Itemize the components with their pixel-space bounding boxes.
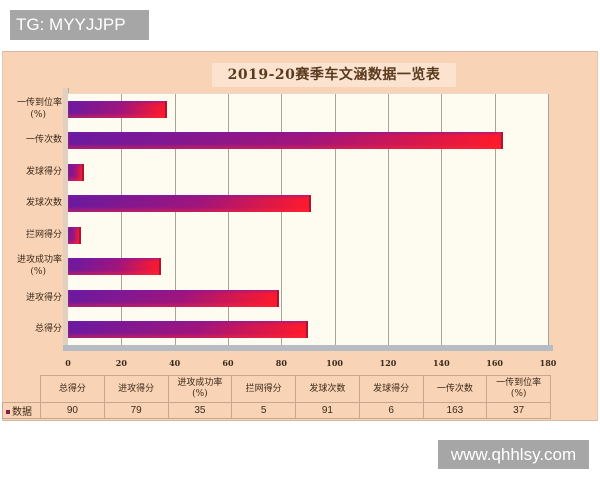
category-label: 一传次数 xyxy=(0,134,62,146)
data-table-header-row: 总得分 进攻得分 进攻成功率 (%) 拦网得分 发球次数 发球得分 一传次数 一传到位率 (%) xyxy=(2,375,551,403)
category-label-line1: 一传次数 xyxy=(25,135,62,146)
category-label-line2: (%) xyxy=(30,109,46,120)
data-table-header-cell: 拦网得分 xyxy=(231,375,296,403)
header-line1: 进攻得分 xyxy=(118,383,155,394)
header-line1: 总得分 xyxy=(58,383,86,394)
x-tick-label: 180 xyxy=(539,358,557,368)
data-table-value-cell: 91 xyxy=(295,402,360,419)
bar xyxy=(68,100,167,118)
legend-label: 数据 xyxy=(12,407,32,418)
category-label: 进攻成功率 (%) xyxy=(0,254,62,278)
x-tick-label: 60 xyxy=(222,358,234,368)
bar xyxy=(68,195,311,213)
category-label-line1: 进攻成功率 xyxy=(16,255,62,266)
watermark-bottom: www.qhhlsy.com xyxy=(438,440,589,469)
header-line1: 一传次数 xyxy=(436,383,473,394)
bar xyxy=(68,258,162,276)
watermark-top: TG: MYYJJPP xyxy=(10,10,149,40)
data-table-value-cell: 79 xyxy=(103,402,169,419)
category-label: 发球次数 xyxy=(0,197,62,209)
gridline xyxy=(121,94,123,346)
category-label-line1: 总得分 xyxy=(34,324,62,335)
chart-title: 2019-20赛季车文涵数据一览表 xyxy=(212,63,456,87)
category-label: 总得分 xyxy=(0,323,62,335)
data-table-value-cell: 5 xyxy=(231,402,296,419)
data-table-value-cell: 35 xyxy=(167,402,233,419)
data-table: 总得分 进攻得分 进攻成功率 (%) 拦网得分 发球次数 发球得分 一传次数 一传到位率 (%) … xyxy=(2,375,551,419)
category-label: 一传到位率 (%) xyxy=(0,97,62,121)
category-label-line1: 拦网得分 xyxy=(25,229,62,240)
header-line1: 一传到位率 xyxy=(496,378,542,388)
data-table-value-cell: 163 xyxy=(422,402,488,419)
legend-key-icon xyxy=(6,410,10,415)
gridline xyxy=(174,94,176,346)
data-table-value-cell: 37 xyxy=(486,402,551,419)
category-label: 发球得分 xyxy=(0,166,62,178)
category-label-line2: (%) xyxy=(30,267,46,278)
data-table-value-cell: 6 xyxy=(358,402,424,419)
category-label: 拦网得分 xyxy=(0,229,62,241)
header-line1: 发球得分 xyxy=(373,383,410,394)
x-tick-label: 140 xyxy=(432,358,450,368)
gridline xyxy=(388,94,389,346)
x-tick-label: 40 xyxy=(169,358,181,368)
data-table-header-cell: 进攻得分 xyxy=(103,375,169,403)
category-label-line1: 一传到位率 xyxy=(16,97,62,108)
gridline xyxy=(281,94,283,346)
bar xyxy=(68,321,308,339)
bar xyxy=(68,132,503,150)
data-table-header-cell: 一传次数 xyxy=(422,375,488,403)
data-table-header-cell: 一传到位率 (%) xyxy=(486,375,551,403)
data-table-header-cell: 发球得分 xyxy=(358,375,424,403)
x-tick-label: 80 xyxy=(275,358,287,368)
chart-floor xyxy=(63,345,553,351)
gridline xyxy=(548,94,549,346)
x-tick-label: 0 xyxy=(65,358,71,368)
bar xyxy=(68,289,279,307)
data-table-header-cell: 总得分 xyxy=(40,375,105,403)
gridline xyxy=(334,94,336,346)
header-line1: 发球次数 xyxy=(309,383,346,394)
x-tick-label: 120 xyxy=(379,358,397,368)
bar xyxy=(68,163,84,181)
data-table-value-row: 数据 90 79 35 5 91 6 163 37 xyxy=(2,402,551,419)
data-table-value-cell: 90 xyxy=(40,402,105,419)
header-line1: 拦网得分 xyxy=(245,383,282,394)
x-tick-label: 160 xyxy=(486,358,503,368)
header-line2: (%) xyxy=(192,389,208,399)
header-line2: (%) xyxy=(510,389,527,399)
data-table-corner xyxy=(2,375,41,403)
plot-area xyxy=(68,93,549,346)
category-label-line1: 发球次数 xyxy=(25,198,62,209)
x-tick-label: 20 xyxy=(115,358,127,368)
bar xyxy=(68,226,82,244)
gridline xyxy=(441,94,443,346)
gridline xyxy=(228,94,229,346)
data-table-header-cell: 发球次数 xyxy=(295,375,360,403)
category-label-line1: 进攻得分 xyxy=(25,292,62,303)
data-table-header-cell: 进攻成功率 (%) xyxy=(167,375,233,403)
gridline xyxy=(494,94,496,346)
x-tick-label: 100 xyxy=(326,358,343,368)
category-label: 进攻得分 xyxy=(0,292,62,304)
category-label-line1: 发球得分 xyxy=(25,166,62,177)
legend-entry: 数据 xyxy=(2,402,41,419)
header-line1: 进攻成功率 xyxy=(177,378,223,388)
